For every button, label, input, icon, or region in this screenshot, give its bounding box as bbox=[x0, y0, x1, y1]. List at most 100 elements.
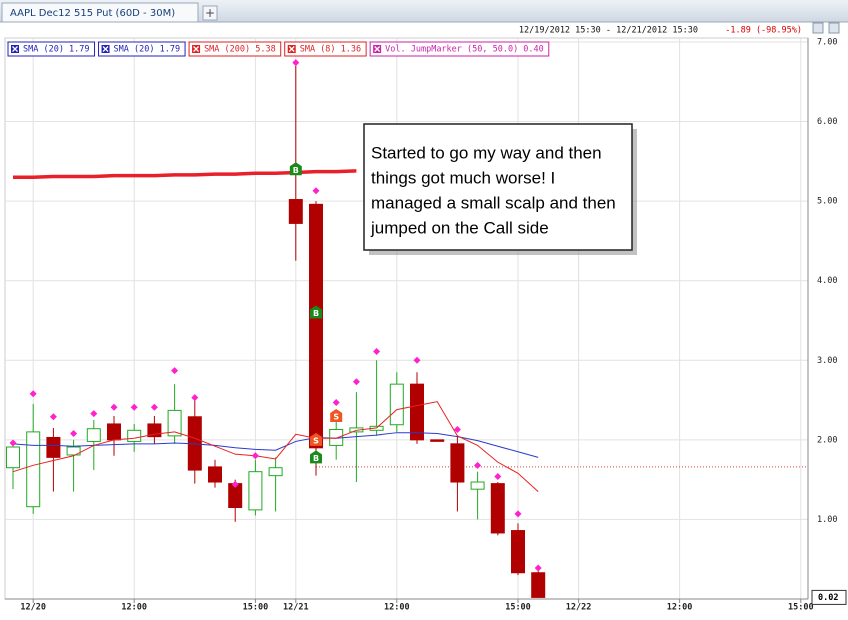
legend-label: SMA (20) 1.79 bbox=[114, 45, 181, 55]
annotation-text: managed a small scalp and then bbox=[371, 193, 616, 212]
jump-marker bbox=[292, 59, 300, 67]
legend-item[interactable] bbox=[7, 41, 96, 57]
candle-body bbox=[86, 428, 101, 442]
candle-body bbox=[410, 383, 424, 441]
candle-body bbox=[208, 466, 222, 483]
jump-marker bbox=[130, 403, 138, 411]
maximize-icon[interactable] bbox=[828, 22, 840, 34]
candle-body bbox=[268, 467, 283, 477]
y-tick-label: 4.00 bbox=[817, 276, 837, 286]
candle-body bbox=[490, 483, 505, 534]
jump-marker bbox=[49, 413, 57, 421]
y-tick-label: 3.00 bbox=[817, 356, 837, 366]
signal-label: B bbox=[293, 166, 299, 175]
y-tick-label: 1.00 bbox=[817, 515, 837, 525]
signal-label: S bbox=[313, 436, 319, 445]
legend-remove-x bbox=[374, 46, 381, 52]
jump-marker bbox=[171, 367, 179, 375]
y-tick-label: 7.00 bbox=[817, 37, 837, 47]
candle-body bbox=[430, 439, 445, 442]
legend-item[interactable] bbox=[188, 41, 282, 57]
jump-marker bbox=[150, 403, 158, 411]
jump-marker bbox=[534, 564, 542, 572]
signal-marker bbox=[310, 432, 322, 446]
jump-marker bbox=[352, 378, 360, 386]
candle-body bbox=[309, 203, 323, 449]
candle-body bbox=[531, 572, 546, 598]
legend-item[interactable] bbox=[284, 41, 367, 57]
jump-marker bbox=[29, 390, 37, 398]
jump-marker bbox=[9, 439, 17, 447]
jump-marker bbox=[251, 452, 259, 460]
x-tick-label: 12:00 bbox=[667, 603, 693, 613]
legend-remove-x bbox=[193, 46, 200, 52]
last-price-label: 0.02 bbox=[818, 593, 838, 603]
plot-area bbox=[4, 37, 809, 600]
jump-marker bbox=[312, 187, 320, 195]
candle-body bbox=[470, 481, 485, 490]
jump-marker bbox=[231, 480, 239, 488]
x-tick-label: 12/20 bbox=[20, 603, 46, 613]
jump-marker bbox=[70, 429, 78, 437]
candle-body bbox=[46, 436, 61, 458]
jump-marker bbox=[413, 356, 421, 364]
legend-label: Vol. JumpMarker (50, 50.0) 0.40 bbox=[385, 45, 544, 55]
signal-label: B bbox=[313, 309, 319, 318]
x-tick-label: 12/22 bbox=[566, 603, 592, 613]
candle-body bbox=[389, 383, 404, 426]
x-tick-label: 12:00 bbox=[121, 603, 147, 613]
signal-marker bbox=[289, 162, 302, 176]
legend-remove-x bbox=[12, 46, 18, 52]
jump-marker bbox=[474, 461, 482, 469]
jump-marker bbox=[494, 472, 502, 480]
legend-label: SMA (200) 5.38 bbox=[204, 45, 276, 55]
jump-marker bbox=[514, 510, 522, 518]
y-tick-label: 2.00 bbox=[817, 435, 837, 445]
candle-body bbox=[26, 431, 41, 508]
add-tab-label: + bbox=[205, 6, 215, 20]
legend-label: SMA (8) 1.36 bbox=[300, 45, 361, 55]
jump-marker bbox=[90, 410, 98, 418]
candle-body bbox=[450, 443, 465, 483]
signal-label: B bbox=[313, 454, 319, 463]
legend-remove-x bbox=[102, 46, 109, 52]
x-tick-label: 15:00 bbox=[788, 603, 814, 613]
candle-body bbox=[511, 530, 525, 574]
change: -1.89 (-98.95%) bbox=[725, 26, 802, 36]
add-tab-button[interactable] bbox=[202, 5, 218, 21]
signal-marker bbox=[330, 408, 343, 422]
signal-label: S bbox=[333, 412, 339, 421]
y-tick-label: 6.00 bbox=[817, 117, 837, 127]
candle-body bbox=[127, 429, 142, 442]
candle-body bbox=[107, 423, 121, 441]
x-tick-label: 12/21 bbox=[283, 603, 309, 613]
jump-marker bbox=[110, 403, 118, 411]
annotation-text: things got much worse! I bbox=[371, 168, 555, 187]
candle-body bbox=[66, 446, 81, 456]
date-range: 12/19/2012 15:30 - 12/21/2012 15:30 bbox=[519, 26, 698, 36]
signal-marker bbox=[310, 450, 322, 464]
x-tick-label: 15:00 bbox=[505, 603, 531, 613]
annotation-text: Started to go my way and then bbox=[371, 143, 602, 162]
x-tick-label: 15:00 bbox=[243, 603, 269, 613]
jump-marker bbox=[332, 398, 340, 406]
legend-label: SMA (20) 1.79 bbox=[23, 45, 90, 55]
candle-body bbox=[288, 199, 303, 224]
jump-marker bbox=[453, 426, 461, 434]
legend-item[interactable] bbox=[369, 41, 550, 57]
x-tick-label: 12:00 bbox=[384, 603, 410, 613]
tab-title: AAPL Dec12 515 Put (60D - 30M) bbox=[10, 8, 175, 19]
jump-marker bbox=[191, 394, 199, 402]
settings-icon[interactable] bbox=[812, 22, 824, 34]
jump-marker bbox=[373, 348, 381, 356]
legend-item[interactable] bbox=[98, 41, 186, 57]
line-series bbox=[12, 401, 539, 492]
y-tick-label: 5.00 bbox=[817, 197, 837, 207]
annotation-text: jumped on the Call side bbox=[370, 218, 549, 237]
legend-remove-x bbox=[288, 46, 295, 52]
signal-marker bbox=[310, 305, 322, 319]
candle-body bbox=[167, 409, 182, 437]
last-price-box bbox=[811, 589, 847, 605]
